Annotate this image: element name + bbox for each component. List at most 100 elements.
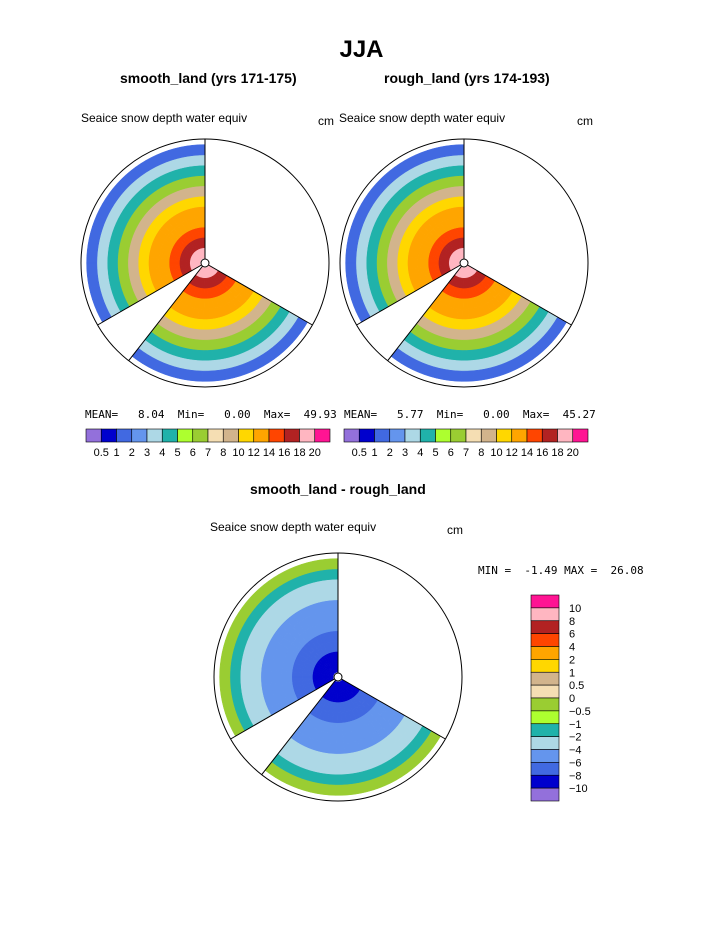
rough-cell-s1-r10-a5 [448,369,462,382]
rough-cell-s0-r10-a14 [345,250,357,264]
smooth-cell-s1-r5-a6 [203,319,211,331]
smooth-cell-s1-r5-a5 [196,318,205,331]
colorbar-smooth-tick-label: 20 [309,447,321,459]
rough-cell-s0-r8-a13 [366,242,379,255]
colorbar-diff-swatch [530,749,560,763]
smooth-cell-s0-r6-a14 [127,254,139,264]
smooth-cell-s1-r7-a6 [202,339,213,351]
colorbar-rough-swatch [404,428,421,443]
colorbar-diff-swatch [530,723,560,737]
colorbar-diff-tick-label: −6 [569,757,582,769]
diff-sector-edge [230,676,339,740]
colorbar-rough-tick-label: 5 [432,447,438,459]
rough-pole-marker [459,258,469,268]
colorbar-rough-swatch [511,428,528,443]
diff-cell-s0-r8-a15 [239,676,252,688]
colorbar-diff-tick-label: −2 [569,732,582,744]
colorbar-smooth-tick-label: 10 [232,447,244,459]
diff-cell-s0-r9-a0 [326,568,339,581]
rough-cell-s1-r10-a7 [472,368,487,382]
rough-cell-s0-r8-a14 [365,252,378,264]
diff-cell-s0-r7-a14 [250,667,262,678]
rough-cell-s0-r8-a15 [365,262,378,274]
diff-cell-s1-r7-a5 [326,753,337,765]
rough-sector-edge [387,262,465,362]
diff-sector-edge [261,676,339,776]
rough-cell-s0-r7-a15 [376,262,388,273]
smooth-cell-s1-r9-a5 [190,359,204,372]
rough-cell-s1-r10-a4 [436,367,451,381]
units-label-smooth: cm [318,114,334,128]
colorbar-diff-tick-label: 8 [569,616,575,628]
colorbar-smooth-swatch [314,428,331,443]
rough-cell-s1-r8-a5 [451,349,463,362]
rough-cell-s0-r10-a0 [451,144,465,156]
colorbar-diff-swatch [530,762,560,776]
smooth-cell-s1-r6-a5 [194,329,204,341]
variable-label-diff: Seaice snow depth water equiv [210,520,377,534]
smooth-cell-s0-r9-a15 [96,262,109,275]
colorbar-diff-swatch [530,659,560,673]
rough-cell-s1-r8-a4 [440,347,454,361]
diff-cell-s1-r5-a5 [329,732,338,745]
diff-cell-s0-r6-a14 [260,668,272,678]
rough-cell-s0-r10-a13 [345,238,359,252]
diff-cell-s1-r10-a6 [335,784,349,796]
colorbar-diff-tick-label: 10 [569,603,581,615]
smooth-cell-s0-r10-a0 [192,144,206,156]
smooth-sector-edge [204,262,313,326]
colorbar-smooth-swatch [299,428,316,443]
colorbar-rough-swatch [450,428,467,443]
colorbar-rough-swatch [358,428,375,443]
colorbar-smooth-swatch [238,428,255,443]
smooth-cell-s0-r6-a0 [196,185,206,197]
units-label-rough: cm [577,114,593,128]
page-title: JJA [339,36,384,63]
colorbar-diff-tick-label: −8 [569,770,582,782]
colorbar-rough-swatch [435,428,452,443]
colorbar-rough-swatch [496,428,513,443]
rough-outline-circle [339,138,589,388]
smooth-cell-s1-r10-a4 [177,367,192,381]
colorbar-rough-tick-label: 8 [478,447,484,459]
colorbar-diff-swatch [530,787,560,802]
smooth-cell-s0-r3-a14 [158,257,170,264]
smooth-cell-s0-r10-a13 [86,238,100,252]
colorbar-rough-swatch [557,428,574,443]
smooth-cell-s1-r9-a6 [202,360,215,372]
rough-cell-s1-r5-a6 [462,319,470,331]
diff-cell-s1-r9-a5 [323,773,337,786]
colorbar-rough-tick-label: 1 [371,447,377,459]
colorbar-rough-swatch [541,428,558,443]
diff-cell-s0-r10-a13 [219,652,233,666]
colorbar-smooth-tick-label: 5 [174,447,180,459]
diff-cell-s1-r6-a6 [336,743,345,755]
smooth-cell-s1-r8-a4 [181,347,195,361]
rough-cell-s1-r5-a5 [455,318,464,331]
colorbar-diff-swatch [530,684,560,699]
smooth-cell-s0-r9-a13 [97,240,110,254]
smooth-sector-edge [97,262,206,326]
diff-cell-s0-r8-a14 [239,666,252,678]
colorbar-smooth-tick-label: 2 [129,447,135,459]
diff-outline-circle [213,552,463,802]
colorbar-rough-tick-label: 10 [490,447,502,459]
colorbar-smooth-tick-label: 12 [248,447,260,459]
colorbar-rough-tick-label: 0.5 [352,447,367,459]
colorbar-rough-tick-label: 3 [402,447,408,459]
colorbar-smooth-swatch [85,428,102,443]
colorbar-smooth-tick-label: 3 [144,447,150,459]
rough-cell-s1-r8-a6 [461,349,473,362]
rough-cell-s0-r6-a0 [455,185,465,197]
colorbar-rough-swatch [343,428,360,443]
smooth-cell-s0-r4-a14 [148,256,160,264]
diff-cell-s1-r9-a6 [335,774,348,786]
colorbar-rough-tick-label: 20 [567,447,579,459]
smooth-cell-s0-r10-a14 [86,250,98,264]
stats-diff: MIN = -1.49 MAX = 26.08 [478,564,644,577]
diff-cell-s0-r6-a0 [329,599,339,611]
diff-cell-s0-r7-a0 [328,589,339,601]
rough-cell-s0-r7-a14 [376,253,388,264]
colorbar-diff-tick-label: 1 [569,667,575,679]
diff-cell-s1-r8-a6 [335,763,347,776]
